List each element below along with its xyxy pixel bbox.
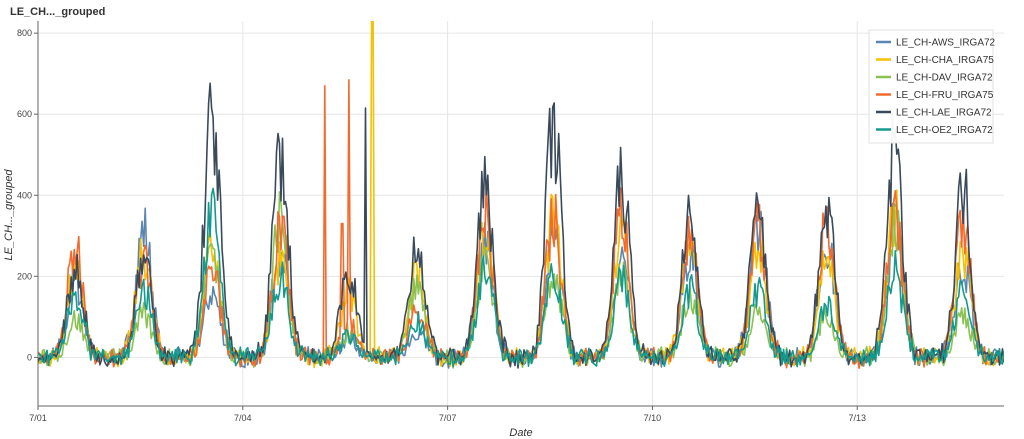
legend: LE_CH-AWS_IRGA72 LE_CH-CHA_IRGA75 LE_CH-DA… <box>868 29 996 144</box>
axes: 0 200 400 600 800 7/01 7/04 7/07 7/10 7/13 <box>17 21 1004 423</box>
legend-label: LE_CH-DAV_IRGA72 <box>896 73 993 84</box>
legend-label: LE_CH-FRU_IRGA75 <box>896 90 994 101</box>
series-line-5 <box>38 82 1004 369</box>
y-axis-label: LE_CH..._grouped <box>3 169 15 261</box>
legend-label: LE_CH-CHA_IRGA75 <box>896 55 994 66</box>
y-tick-label: 400 <box>17 190 32 200</box>
legend-label: LE_CH-LAE_IRGA72 <box>896 108 992 119</box>
x-tick-label: 7/13 <box>848 413 866 423</box>
legend-label: LE_CH-AWS_IRGA72 <box>896 38 996 49</box>
x-tick-label: 7/04 <box>234 413 252 423</box>
x-tick-label: 7/07 <box>439 413 457 423</box>
y-tick-label: 800 <box>17 28 32 38</box>
x-axis-label: Date <box>509 427 532 439</box>
series-lines <box>38 21 1004 370</box>
legend-label: LE_CH-OE2_IRGA72 <box>896 125 993 136</box>
chart-title: LE_CH..._grouped <box>10 6 105 18</box>
y-tick-label: 200 <box>17 271 32 281</box>
x-tick-label: 7/10 <box>644 413 662 423</box>
legend-box <box>868 29 994 144</box>
y-tick-label: 0 <box>27 352 32 362</box>
x-tick-label: 7/01 <box>29 413 47 423</box>
series-line-6 <box>38 187 1004 368</box>
grid-lines <box>37 21 1004 406</box>
y-tick-label: 600 <box>17 109 32 119</box>
